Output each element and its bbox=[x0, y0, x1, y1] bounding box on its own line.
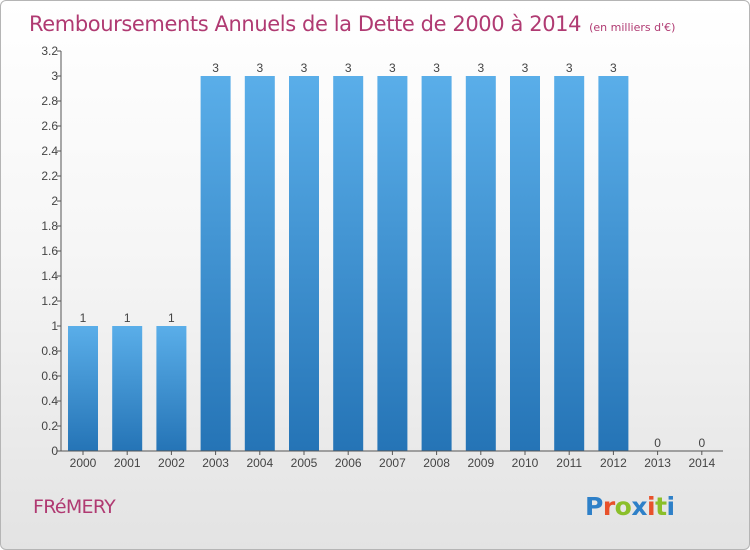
data-label-2002: 1 bbox=[168, 311, 175, 325]
x-tick-label-2000: 2000 bbox=[70, 456, 97, 470]
bar-2004 bbox=[244, 76, 275, 451]
x-tick-label-2012: 2012 bbox=[600, 456, 627, 470]
bar-2005 bbox=[289, 76, 319, 451]
x-tick-label-2006: 2006 bbox=[335, 456, 362, 470]
y-tick-label: 0 bbox=[51, 444, 58, 458]
y-tick-label: 0.8 bbox=[41, 344, 58, 358]
y-tick-label: 2.2 bbox=[41, 169, 58, 183]
data-label-2008: 3 bbox=[433, 61, 440, 75]
logo-letter: o bbox=[614, 492, 632, 521]
bar-2000 bbox=[68, 326, 98, 451]
logo-letter: P bbox=[585, 492, 603, 521]
data-label-2013: 0 bbox=[654, 436, 661, 450]
y-tick-label: 3.2 bbox=[41, 44, 58, 58]
bar-2008 bbox=[421, 76, 452, 451]
x-tick-label-2011: 2011 bbox=[556, 456, 582, 470]
axes-group: 0 0.2 0.4 0.6 0.8 1 1.2 1.4 1.6 1.8 2 2.2 2.4 2.6 2.8 3… bbox=[41, 44, 723, 470]
y-tick-label: 0.6 bbox=[41, 369, 58, 383]
data-label-2010: 3 bbox=[522, 61, 529, 75]
y-tick-label: 2.6 bbox=[41, 119, 58, 133]
x-tick-label-2002: 2002 bbox=[158, 456, 185, 470]
x-tick-label-2001: 2001 bbox=[114, 456, 141, 470]
data-label-2007: 3 bbox=[389, 61, 396, 75]
x-tick-label-2010: 2010 bbox=[512, 456, 539, 470]
data-label-2003: 3 bbox=[212, 61, 219, 75]
x-tick-label-2004: 2004 bbox=[246, 456, 273, 470]
chart-title: Remboursements Annuels de la Dette de 20… bbox=[29, 9, 675, 39]
commune-name: FRéMERY bbox=[33, 496, 116, 518]
bars-group bbox=[68, 76, 629, 451]
y-tick-label: 2.8 bbox=[41, 94, 58, 108]
y-tick-label: 1.4 bbox=[41, 269, 58, 283]
chart-title-text: Remboursements Annuels de la Dette de 20… bbox=[29, 12, 582, 36]
logo-letter: t bbox=[655, 492, 667, 521]
data-label-2001: 1 bbox=[124, 311, 131, 325]
logo-letter: x bbox=[631, 492, 647, 521]
y-tick-label: 1.6 bbox=[41, 244, 58, 258]
y-tick-label: 1.2 bbox=[41, 294, 58, 308]
bar-2011 bbox=[554, 76, 585, 451]
x-tick-label-2009: 2009 bbox=[467, 456, 494, 470]
bar-2010 bbox=[510, 76, 540, 451]
x-tick-label-2003: 2003 bbox=[202, 456, 229, 470]
bar-2007 bbox=[377, 76, 408, 451]
data-label-2000: 1 bbox=[80, 311, 87, 325]
data-labels-group: 1 1 1 3 3 3 3 3 3 3 3 3 3 0 0 bbox=[80, 61, 706, 450]
data-label-2004: 3 bbox=[256, 61, 263, 75]
bar-2012 bbox=[598, 76, 629, 451]
data-label-2012: 3 bbox=[610, 61, 617, 75]
data-label-2009: 3 bbox=[477, 61, 484, 75]
x-tick-label-2008: 2008 bbox=[423, 456, 450, 470]
data-label-2011: 3 bbox=[566, 61, 573, 75]
logo-letter: i bbox=[647, 492, 656, 521]
data-label-2014: 0 bbox=[698, 436, 705, 450]
data-label-2005: 3 bbox=[301, 61, 308, 75]
y-tick-label: 3 bbox=[51, 69, 58, 83]
bar-2009 bbox=[465, 76, 496, 451]
y-tick-label: 0.4 bbox=[41, 394, 58, 408]
y-tick-label: 0.2 bbox=[41, 419, 58, 433]
logo-letter: i bbox=[666, 492, 676, 521]
y-tick-label: 1 bbox=[51, 319, 58, 333]
logo-letter: r bbox=[602, 492, 615, 521]
x-tick-label-2007: 2007 bbox=[379, 456, 406, 470]
data-label-2006: 3 bbox=[345, 61, 352, 75]
bar-2001 bbox=[112, 326, 143, 451]
y-tick-label: 1.8 bbox=[41, 219, 58, 233]
y-tick-label: 2.4 bbox=[41, 144, 58, 158]
x-tick-label-2014: 2014 bbox=[688, 456, 715, 470]
y-tick-label: 2 bbox=[51, 194, 58, 208]
bar-2002 bbox=[156, 326, 187, 451]
bar-2006 bbox=[333, 76, 364, 451]
chart-subtitle: (en milliers d'€) bbox=[589, 21, 676, 34]
bar-2003 bbox=[200, 76, 231, 451]
x-tick-label-2005: 2005 bbox=[291, 456, 318, 470]
x-tick-label-2013: 2013 bbox=[644, 456, 671, 470]
